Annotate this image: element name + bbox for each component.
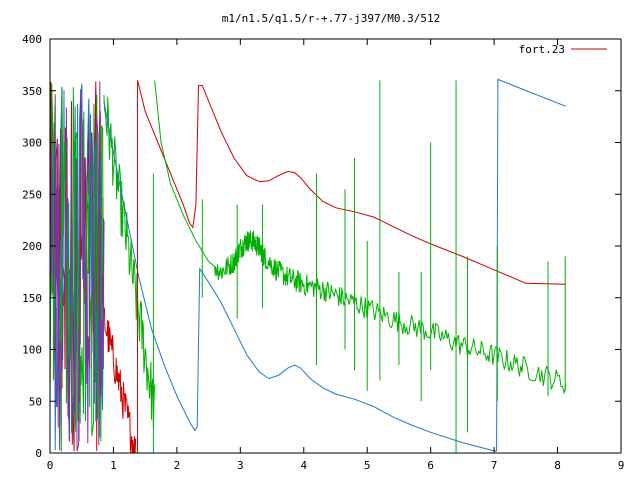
y-tick-label: 0: [35, 447, 42, 460]
series-line-2: [103, 78, 566, 452]
x-tick-label: 7: [491, 459, 498, 472]
legend-label: fort.23: [519, 43, 565, 56]
y-tick-label: 50: [29, 395, 42, 408]
plot-frame: [49, 38, 622, 454]
red-descent-trace: [103, 307, 137, 454]
noise-trace: [49, 81, 105, 452]
series-line-0: [137, 80, 566, 285]
series-line-1: [154, 80, 567, 394]
x-tick-label: 4: [300, 459, 307, 472]
y-tick-label: 400: [22, 33, 42, 46]
y-tick-label: 100: [22, 344, 42, 357]
y-tick-label: 200: [22, 240, 42, 253]
y-tick-label: 150: [22, 292, 42, 305]
plot-area: [49, 78, 567, 454]
axes: 0 1 2 3 4 5 6 7 8 9 0 50 100 150 200 250 300 350 400: [22, 33, 624, 472]
green-descent-trace: [103, 95, 156, 429]
x-tick-label: 1: [110, 459, 117, 472]
legend: fort.23: [519, 43, 607, 56]
y-tick-label: 250: [22, 188, 42, 201]
x-tick-label: 8: [554, 459, 561, 472]
x-tick-label: 5: [364, 459, 371, 472]
y-tick-label: 300: [22, 137, 42, 150]
x-tick-label: 0: [47, 459, 54, 472]
y-tick-label: 350: [22, 85, 42, 98]
x-tick-label: 3: [237, 459, 244, 472]
x-tick-label: 9: [618, 459, 625, 472]
x-tick-label: 2: [174, 459, 181, 472]
chart-title: m1/n1.5/q1.5/r-+.77-j397/M0.3/512: [222, 12, 441, 25]
x-tick-label: 6: [427, 459, 434, 472]
